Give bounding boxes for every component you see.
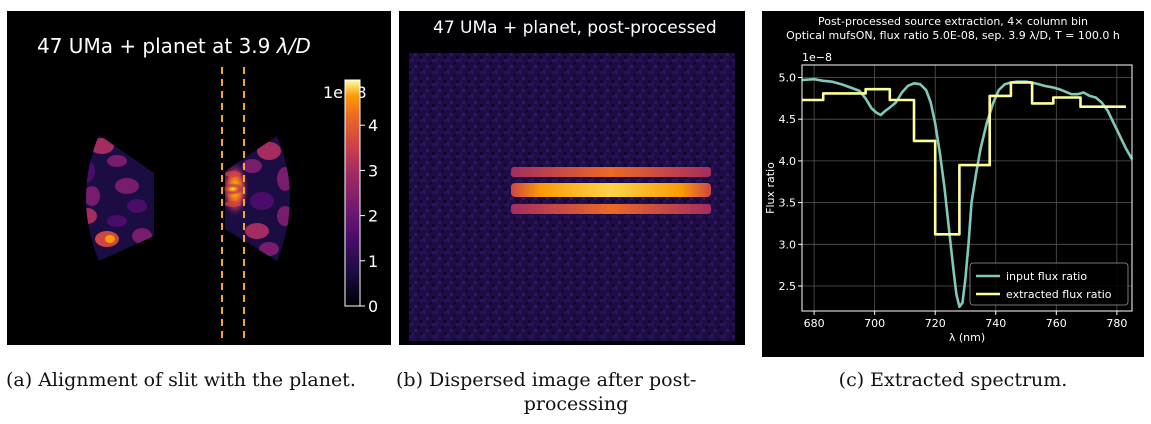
panel-b-title: 47 UMa + planet, post-processed <box>433 18 717 38</box>
y-tick-label: 5.0 <box>779 72 797 85</box>
colorbar-tick-label: 0 <box>368 297 378 316</box>
y-tick-label: 3.0 <box>779 238 797 251</box>
spectrum-chart: Post-processed source extraction, 4× col… <box>762 11 1144 357</box>
x-tick-label: 700 <box>864 317 885 330</box>
legend-label: extracted flux ratio <box>1006 288 1112 301</box>
colorbar-tick-label: 2 <box>368 207 378 226</box>
x-tick-label: 760 <box>1046 317 1067 330</box>
colorbar-ticks: 0 1 2 3 4 <box>360 116 378 316</box>
input-flux-ratio-line <box>801 77 1134 309</box>
x-tick-label: 680 <box>804 317 825 330</box>
spectrum-trace-main <box>511 183 711 197</box>
spectrum-trace-upper <box>511 167 711 177</box>
image-background <box>7 11 391 345</box>
caption-b: (b) Dispersed image after post- processi… <box>396 368 756 416</box>
panel-dispersed-image: 47 UMa + planet, post-processed <box>399 11 745 345</box>
extracted-flux-ratio-line <box>802 81 1126 236</box>
x-axis-label: λ (nm) <box>949 331 985 344</box>
y-tick-label: 2.5 <box>779 280 797 293</box>
legend-label: input flux ratio <box>1006 270 1087 283</box>
chart-title-line1: Post-processed source extraction, 4× col… <box>818 15 1088 28</box>
y-offset-label: 1e−8 <box>802 51 832 64</box>
caption-c: (c) Extracted spectrum. <box>838 369 1068 391</box>
colorbar-tick-label: 1 <box>368 252 378 271</box>
x-tick-label: 780 <box>1106 317 1127 330</box>
x-tick-label: 740 <box>985 317 1006 330</box>
caption-b-line1: (b) Dispersed image after post- <box>396 369 697 391</box>
dispersed-image: 47 UMa + planet, post-processed <box>399 11 745 345</box>
y-axis-label: Flux ratio <box>764 162 777 214</box>
chart-ticks: 680 700 720 740 760 780 2.5 3.0 3.5 4.0 4.5 5.0 <box>779 72 1128 330</box>
caption-a: (a) Alignment of slit with the planet. <box>6 369 356 391</box>
y-tick-label: 4.5 <box>779 113 797 126</box>
y-tick-label: 3.5 <box>779 197 797 210</box>
legend-box <box>969 262 1129 306</box>
plot-frame <box>801 64 1133 312</box>
colorbar-tick-label: 4 <box>368 116 378 135</box>
chart-legend: input flux ratio extracted flux ratio <box>969 262 1129 306</box>
chart-series <box>801 77 1134 309</box>
spectrum-trace-lower <box>511 204 711 214</box>
colorbar <box>344 79 361 307</box>
x-tick-label: 720 <box>925 317 946 330</box>
chart-title-line2: Optical mufsON, flux ratio 5.0E-08, sep.… <box>786 29 1120 42</box>
colorbar-tick-label: 3 <box>368 161 378 180</box>
caption-b-line2: processing <box>523 393 629 415</box>
planet-psf <box>222 183 244 195</box>
panel-a-title: 47 UMa + planet at 3.9 λ/D <box>37 34 311 58</box>
y-tick-label: 4.0 <box>779 155 797 168</box>
panel-extracted-spectrum: Post-processed source extraction, 4× col… <box>762 11 1144 357</box>
